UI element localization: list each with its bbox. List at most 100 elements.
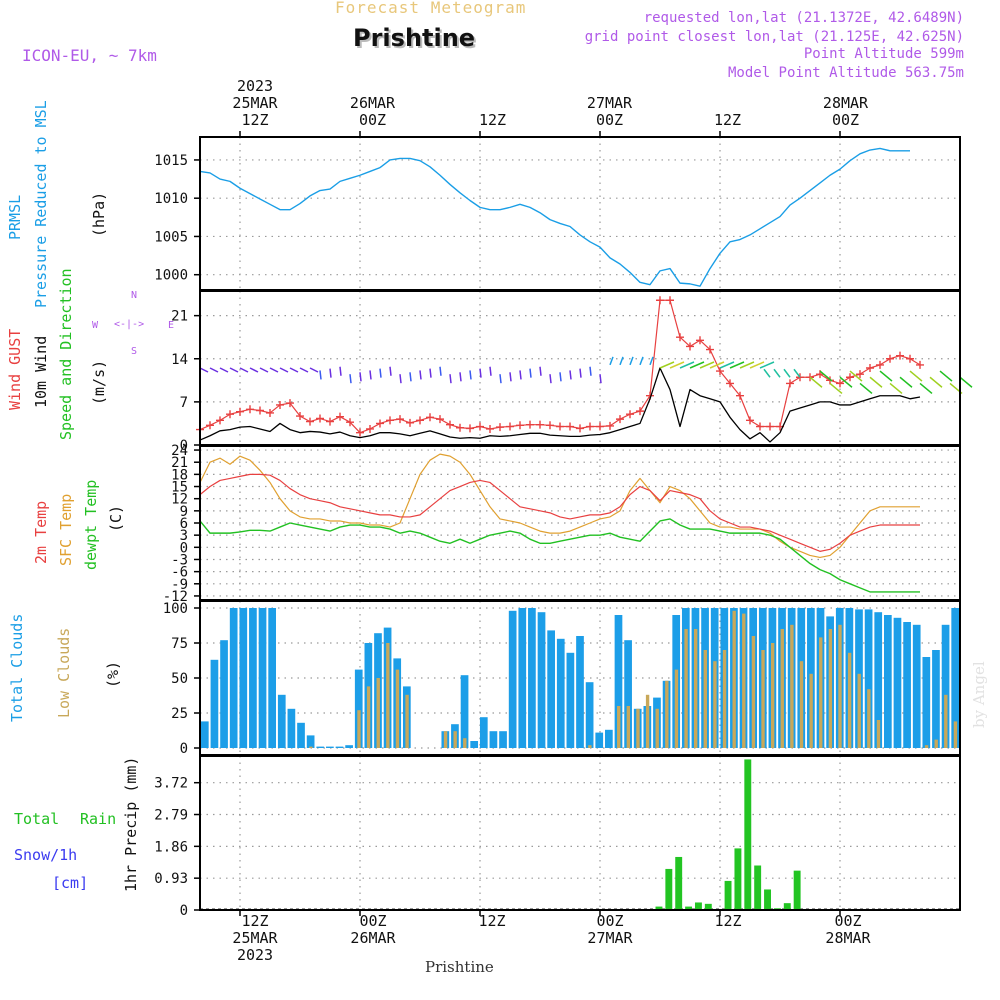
cloud-low-bar (847, 652, 852, 748)
cloud-low-bar (867, 689, 871, 748)
wind-direction-arrow (959, 376, 973, 388)
compass-arrows-icon: <-|-> (114, 319, 145, 330)
cloud-low-bar (770, 643, 775, 748)
gust-marker (406, 418, 414, 427)
tick-year: 2023 (236, 77, 274, 95)
precip-bar (754, 865, 762, 910)
gust-marker (476, 422, 484, 431)
wind-direction-arrow (229, 367, 239, 373)
wind-dir-label: Speed and Direction (57, 268, 75, 440)
gust-marker (686, 342, 694, 351)
model-altitude: Model Point Altitude 563.75m (727, 65, 964, 81)
cloud-low-bar (742, 613, 746, 748)
cloud-low-bar (819, 637, 823, 748)
y-tick-label: 2.79 (154, 808, 188, 824)
location-title: Prishtine (353, 24, 476, 52)
wind-direction-arrow (459, 372, 462, 382)
gust-marker (576, 424, 584, 433)
wind-direction-arrow (379, 368, 382, 378)
footer-location: Prishtine (425, 958, 494, 976)
y-tick-label: 1010 (154, 191, 188, 207)
tick-date: 25MAR (232, 929, 278, 947)
gust-marker (696, 336, 704, 345)
wind-direction-arrow (729, 361, 745, 369)
cloud-low-bar (694, 629, 698, 748)
gust-marker (546, 421, 554, 430)
wind-direction-arrow (929, 376, 943, 388)
tick-hour: 12Z (241, 912, 269, 930)
cloud-total-bar (460, 675, 469, 748)
wind-direction-arrow (763, 368, 771, 378)
gust-marker (556, 422, 564, 431)
cloud-total-bar (297, 722, 305, 748)
grid-layer (200, 137, 960, 911)
wind-direction-arrow (359, 372, 362, 382)
gust-marker (296, 412, 304, 421)
wind-direction-arrow (899, 376, 913, 388)
gust-marker (236, 407, 244, 416)
cloud-low-bar (732, 610, 736, 748)
wind-direction-arrow (669, 361, 685, 369)
y-tick-label: -12 (163, 589, 188, 605)
gust-marker (846, 373, 854, 382)
y-tick-label: 100 (163, 601, 188, 617)
gust-marker (516, 421, 524, 430)
cloud-total-bar (595, 732, 604, 748)
tick-hour: 12Z (714, 912, 742, 930)
wind-direction-arrow (209, 367, 219, 373)
precip-bar (675, 856, 683, 910)
time-tick-top-1: 2023 25MAR 12Z (220, 78, 290, 129)
y-tick-label: -9 (171, 577, 188, 593)
tick-date: 25MAR (232, 94, 278, 112)
cloud-total-bar (229, 608, 238, 748)
gust-marker (206, 421, 214, 430)
tick-hour: 12Z (478, 111, 507, 129)
cloud-total-bar (287, 708, 296, 748)
wind-direction-arrow (499, 374, 502, 384)
tick-date: 28MAR (825, 929, 871, 947)
cloud-total-label: Total Clouds (8, 613, 26, 722)
gust-marker (916, 360, 924, 369)
temp2m-line (199, 473, 920, 552)
wind-direction-arrow (679, 361, 695, 369)
gust-marker (436, 415, 444, 424)
cloud-total-bar (547, 630, 555, 748)
gust-marker (856, 370, 864, 379)
gust-marker (726, 379, 734, 388)
cloud-total-bar (249, 608, 257, 748)
gust-marker (906, 354, 914, 363)
y-tick-label: 12 (171, 492, 188, 508)
wind-direction-arrow (889, 382, 903, 394)
gust-marker (866, 364, 874, 372)
tick-hour: 00Z (831, 111, 860, 129)
gust-marker (596, 422, 604, 431)
cloud-total-bar (499, 731, 507, 748)
cloud-low-bar (453, 731, 457, 748)
wind-direction-arrow (479, 368, 482, 378)
gust-marker (466, 424, 474, 433)
gust-marker (216, 416, 224, 425)
wind-direction-arrow (529, 368, 532, 378)
wind-direction-arrow (259, 367, 269, 373)
cloud-low-bar (684, 629, 688, 748)
wind-direction-arrow (619, 356, 624, 366)
cloud-low-label: Low Clouds (55, 627, 73, 718)
cloud-low-bar (636, 708, 640, 748)
wind-direction-arrow (849, 370, 863, 382)
gust-marker (836, 379, 844, 388)
y-tick-label: 1.86 (154, 839, 188, 855)
gust-marker (266, 408, 274, 417)
time-tick-top-6: 28MAR 00Z (808, 95, 883, 129)
wind-direction-arrow (569, 370, 572, 380)
wind-direction-arrow (329, 368, 332, 378)
model-label: ICON-EU, ~ 7km (22, 46, 157, 65)
wind-direction-arrow (869, 376, 883, 388)
wind-direction-arrow (309, 367, 319, 373)
cloud-total-bar (268, 608, 276, 748)
cloud-total-bar (528, 608, 536, 748)
gust-marker (666, 296, 674, 305)
wind-direction-arrow (879, 370, 893, 382)
wind-direction-arrow (539, 366, 542, 376)
time-tick-top-4: 27MAR 00Z (572, 95, 647, 129)
wind-direction-arrow (839, 376, 853, 388)
